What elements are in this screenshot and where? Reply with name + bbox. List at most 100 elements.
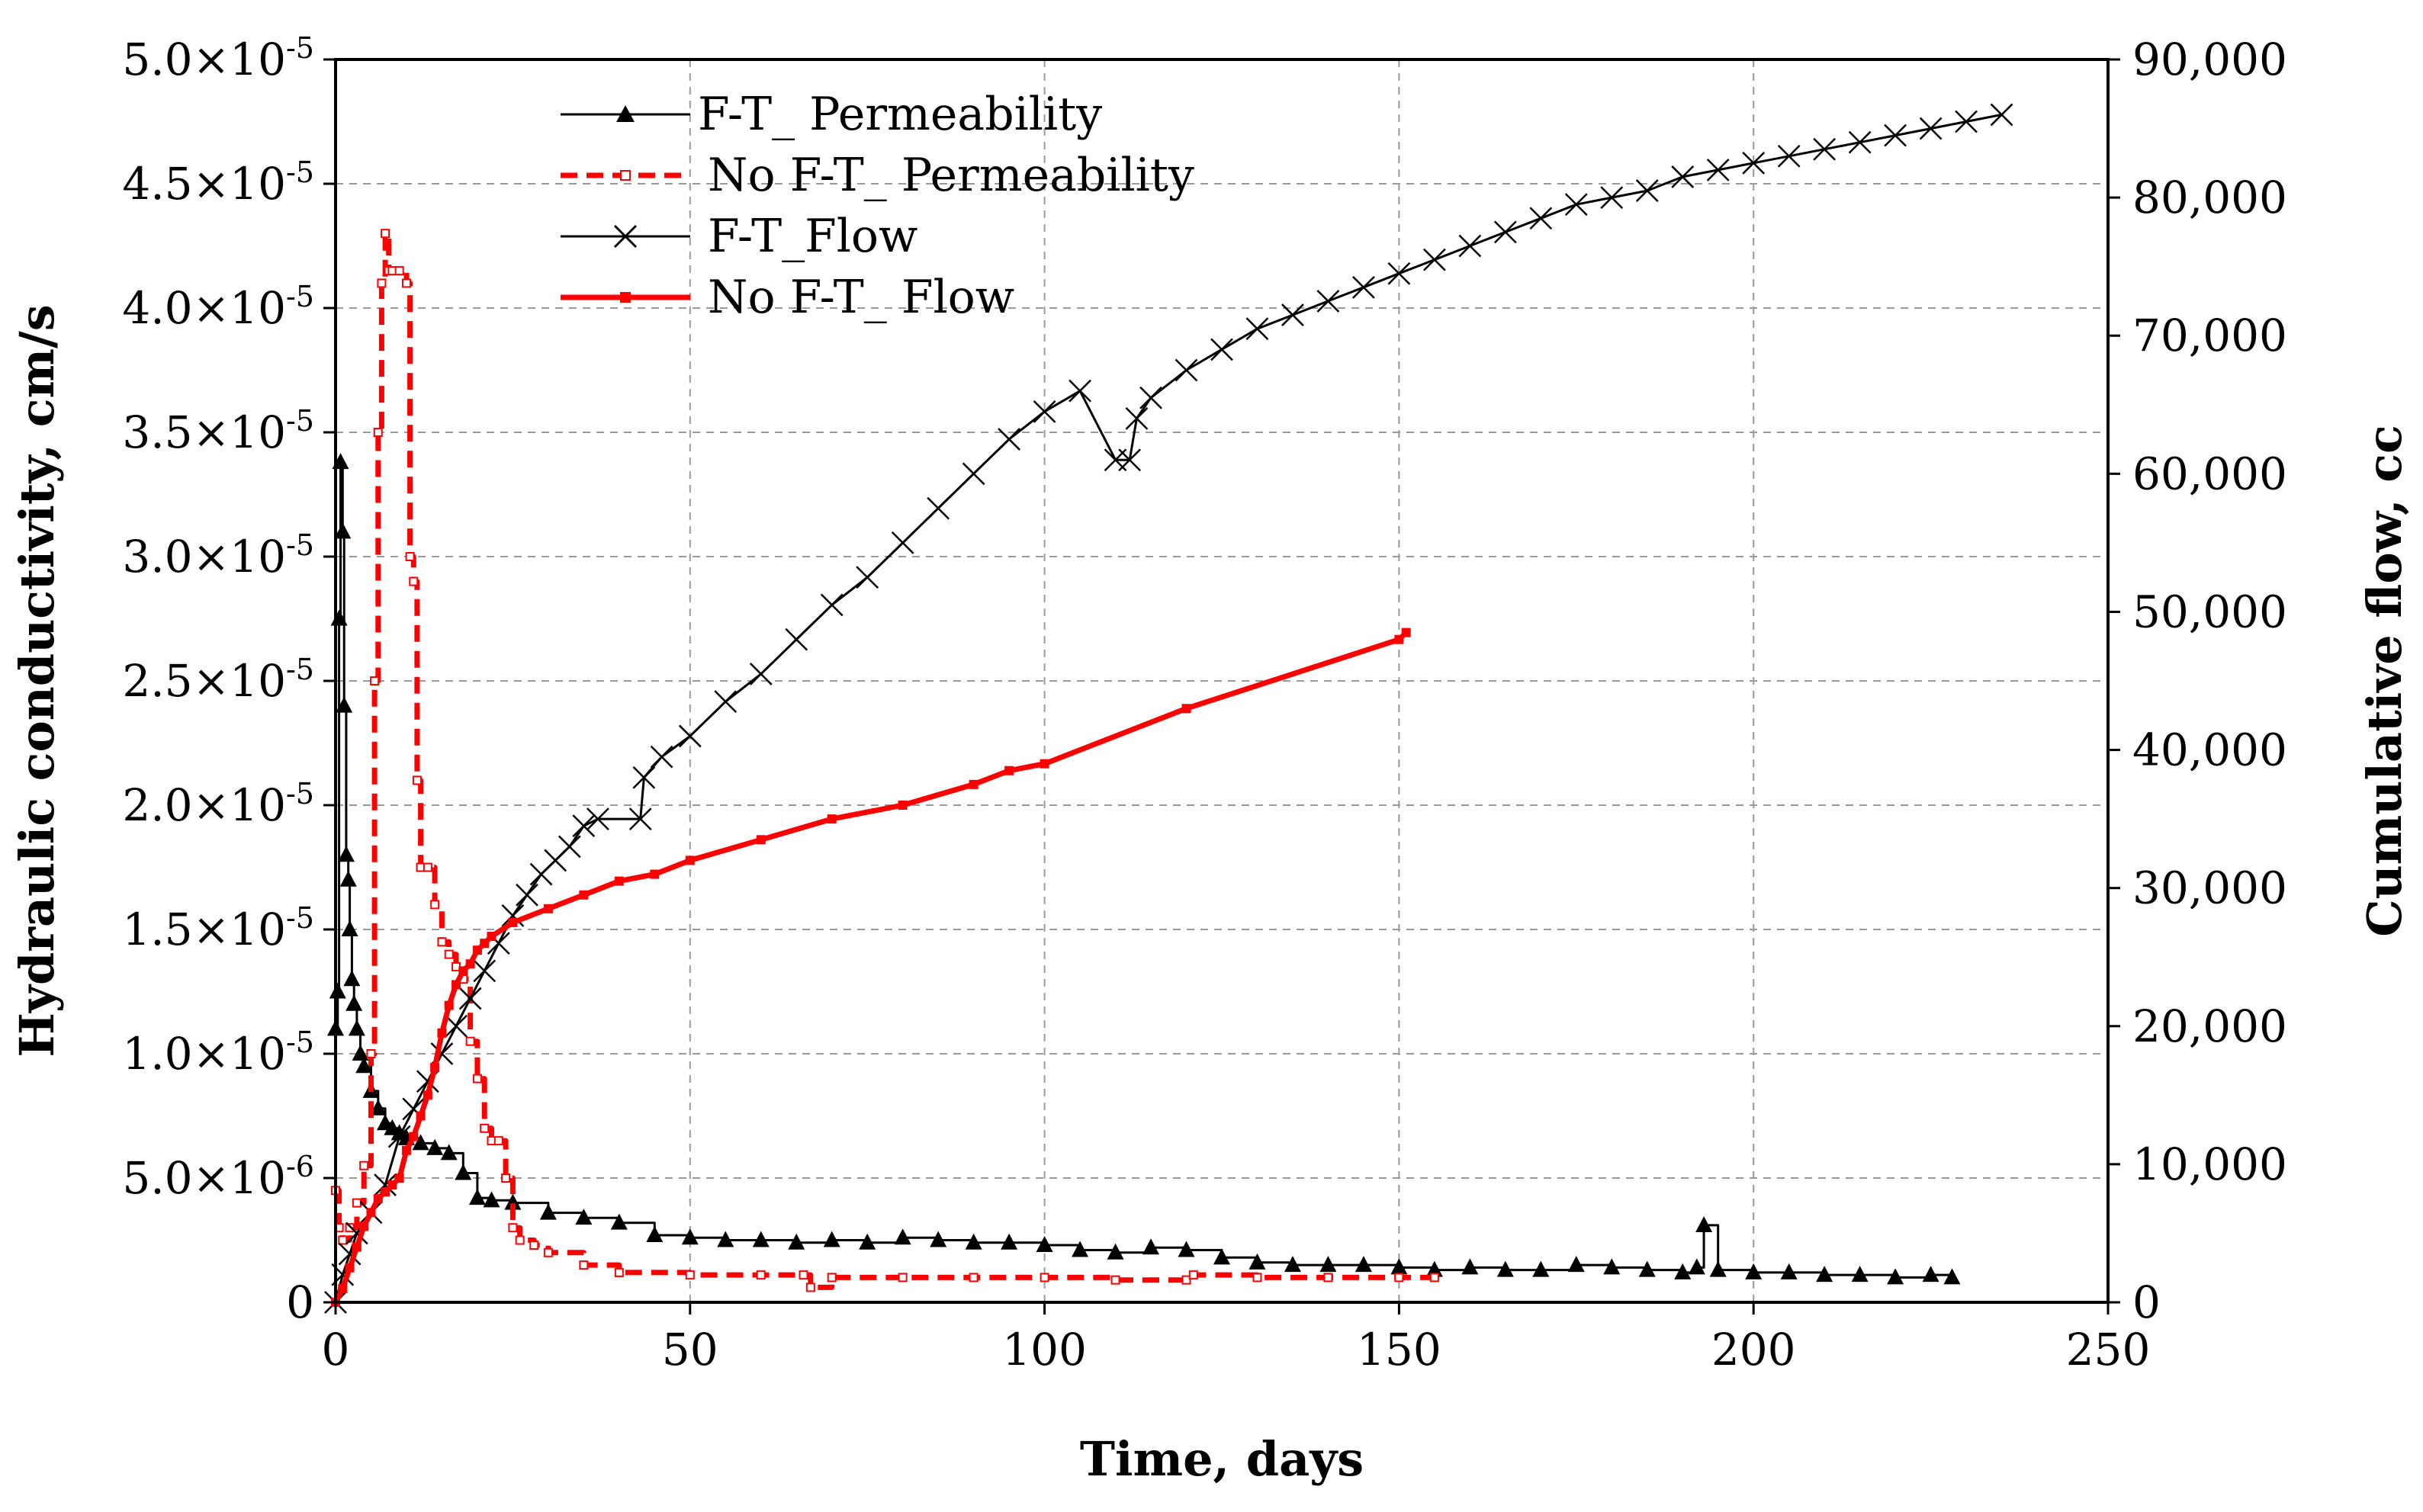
data-point: [394, 1173, 404, 1183]
data-point: [685, 1270, 695, 1280]
data-point: [614, 1267, 624, 1277]
data-point: [685, 856, 695, 865]
data-point: [714, 690, 738, 714]
data-point: [856, 566, 879, 589]
y-right-tick-label: 20,000: [2132, 1000, 2287, 1052]
data-point: [338, 1283, 348, 1293]
data-point: [1458, 234, 1482, 258]
data-point: [1245, 317, 1269, 341]
data-point: [501, 1173, 511, 1183]
data-point: [1695, 1215, 1713, 1232]
data-point: [1493, 220, 1517, 244]
legend-label-ft-permeability: F-T_ Permeability: [698, 88, 1102, 141]
y-right-tick-label: 40,000: [2132, 724, 2287, 776]
data-point: [785, 628, 808, 651]
data-point: [1425, 1260, 1443, 1277]
data-point: [1603, 1258, 1621, 1275]
y-left-tick-label: 5.0×10-6: [122, 1150, 314, 1204]
data-point: [1529, 207, 1553, 230]
data-point: [898, 801, 908, 810]
data-point: [1564, 193, 1588, 217]
data-point: [329, 982, 346, 999]
data-point: [1709, 1260, 1727, 1277]
data-point: [827, 1273, 837, 1282]
data-point: [373, 1194, 383, 1204]
y-left-tick-label: 3.0×10-5: [122, 528, 314, 583]
legend-item-noft-flow: No F-T_ Flow: [561, 271, 1014, 324]
data-point: [1355, 1256, 1372, 1273]
data-point: [409, 1132, 419, 1141]
data-point: [1188, 1270, 1198, 1280]
data-point: [1884, 124, 1907, 147]
data-point: [336, 696, 353, 713]
legend-label-noft-flow: No F-T_ Flow: [708, 271, 1014, 324]
data-point: [377, 278, 387, 288]
data-point: [650, 745, 673, 769]
y-right-tick-label: 90,000: [2132, 34, 2287, 85]
data-point: [1284, 1256, 1301, 1273]
data-point: [898, 1273, 908, 1282]
data-point: [1001, 1233, 1018, 1250]
y-left-tick-label: 4.5×10-5: [122, 156, 314, 210]
data-point: [969, 1273, 979, 1282]
y-left-tick-label: 3.5×10-5: [122, 404, 314, 458]
x-tick-label: 150: [1357, 1324, 1441, 1376]
data-point: [369, 1099, 387, 1116]
data-point: [1496, 1260, 1514, 1277]
data-point: [416, 1111, 426, 1121]
legend-label-noft-permeability: No F-T_ Permeability: [708, 149, 1194, 202]
data-point: [646, 1225, 664, 1242]
data-point: [440, 1144, 458, 1160]
data-point: [341, 920, 358, 936]
data-point: [345, 994, 363, 1011]
x-tick-label: 200: [1711, 1324, 1796, 1376]
data-point: [678, 724, 702, 748]
y-right-tick-label: 60,000: [2132, 448, 2287, 499]
data-point: [1674, 1263, 1692, 1279]
x-axis-title: Time, days: [1080, 1431, 1364, 1487]
legend-square-marker: [620, 292, 631, 303]
y-left-tick-label: 5.0×10-5: [122, 31, 314, 85]
data-point: [339, 870, 357, 887]
data-point: [1040, 759, 1049, 769]
axes: 0 50 100 150 200 25005.0×10-61.0×10-51.5×10-5…: [122, 31, 2287, 1376]
data-point: [366, 1049, 376, 1058]
data-point: [1139, 386, 1162, 409]
data-point: [359, 1160, 369, 1170]
data-point: [472, 945, 482, 955]
data-point: [820, 593, 844, 617]
data-point: [628, 807, 652, 830]
data-point: [394, 266, 404, 276]
data-point: [1745, 1263, 1763, 1279]
legend-item-noft-permeability: No F-T_ Permeability: [561, 149, 1194, 202]
series-no-f-t-flow: [331, 628, 1411, 1307]
data-point: [1040, 1273, 1049, 1282]
data-point: [650, 869, 660, 879]
data-point: [359, 1221, 369, 1231]
data-point: [927, 496, 950, 520]
data-point: [444, 949, 454, 959]
data-point: [1922, 1266, 1939, 1282]
data-point: [334, 522, 352, 539]
y-right-tick-label: 30,000: [2132, 862, 2287, 914]
data-point: [1955, 110, 1978, 133]
data-point: [788, 1233, 805, 1250]
data-point: [1429, 1273, 1439, 1282]
data-point: [823, 1231, 840, 1247]
data-point: [827, 814, 837, 824]
data-point: [930, 1231, 947, 1247]
data-point: [572, 814, 596, 838]
y-right-tick-label: 50,000: [2132, 586, 2287, 637]
data-point: [473, 959, 496, 983]
data-point: [508, 1223, 518, 1233]
y-right-tick-label: 70,000: [2132, 310, 2287, 361]
data-point: [338, 1235, 348, 1245]
data-point: [1352, 275, 1375, 299]
y-left-tick-label: 1.0×10-5: [122, 1026, 314, 1080]
data-point: [962, 462, 985, 486]
data-point: [1688, 1258, 1705, 1275]
data-point: [558, 835, 581, 859]
data-point: [579, 1260, 589, 1270]
data-point: [1394, 634, 1404, 644]
data-point: [529, 1241, 539, 1250]
